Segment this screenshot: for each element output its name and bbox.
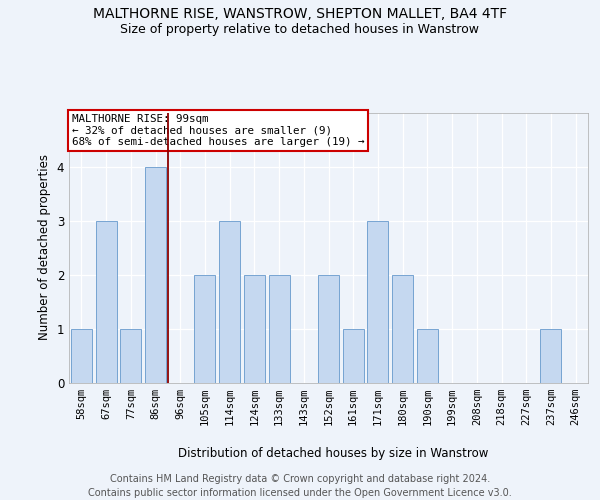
Bar	[367, 220, 388, 382]
Text: MALTHORNE RISE: 99sqm
← 32% of detached houses are smaller (9)
68% of semi-detac: MALTHORNE RISE: 99sqm ← 32% of detached …	[71, 114, 364, 147]
Bar	[541, 328, 562, 382]
Text: Distribution of detached houses by size in Wanstrow: Distribution of detached houses by size …	[178, 448, 488, 460]
Bar	[194, 274, 215, 382]
Bar	[219, 220, 240, 382]
Bar	[244, 274, 265, 382]
Bar	[145, 166, 166, 382]
Bar	[417, 328, 438, 382]
Y-axis label: Number of detached properties: Number of detached properties	[38, 154, 51, 340]
Bar	[318, 274, 339, 382]
Text: MALTHORNE RISE, WANSTROW, SHEPTON MALLET, BA4 4TF: MALTHORNE RISE, WANSTROW, SHEPTON MALLET…	[93, 8, 507, 22]
Text: Size of property relative to detached houses in Wanstrow: Size of property relative to detached ho…	[121, 22, 479, 36]
Bar	[343, 328, 364, 382]
Bar	[269, 274, 290, 382]
Text: Contains HM Land Registry data © Crown copyright and database right 2024.
Contai: Contains HM Land Registry data © Crown c…	[88, 474, 512, 498]
Bar	[95, 220, 116, 382]
Bar	[392, 274, 413, 382]
Bar	[71, 328, 92, 382]
Bar	[120, 328, 141, 382]
